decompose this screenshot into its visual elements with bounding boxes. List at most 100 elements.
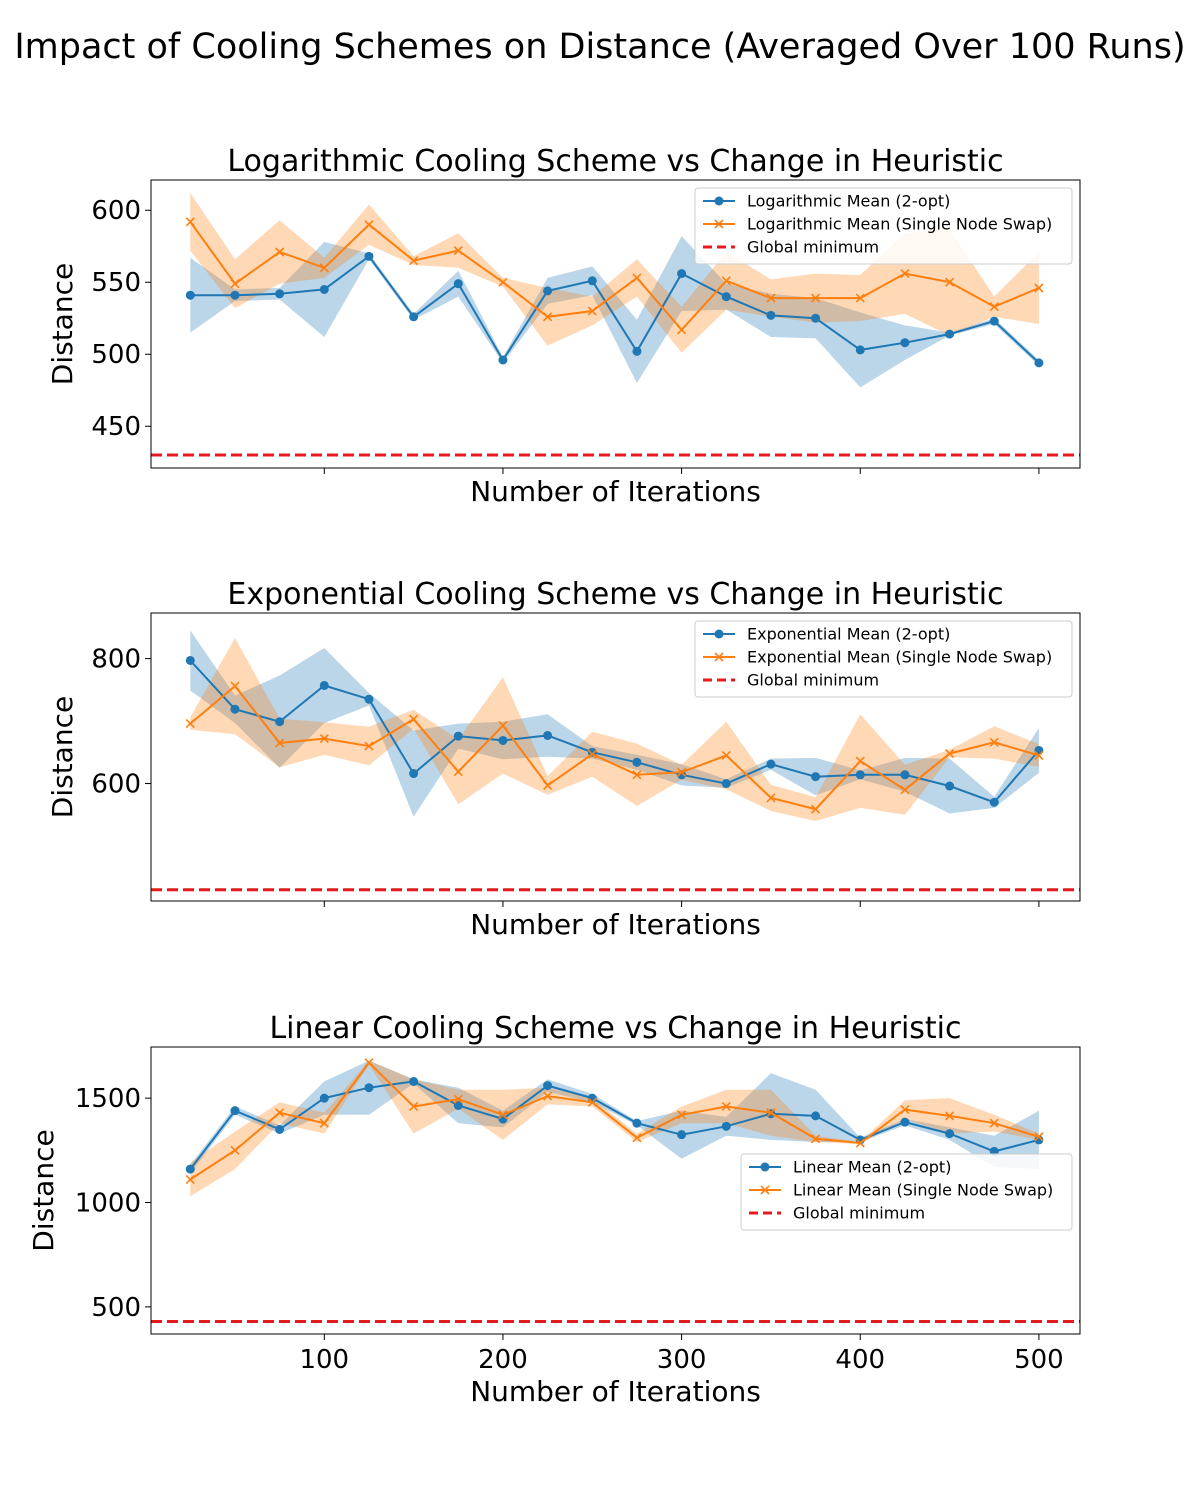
data-point (453, 1094, 463, 1104)
legend-label: Exponential Mean (2-opt) (747, 625, 950, 644)
data-point (409, 1101, 419, 1112)
data-point (989, 316, 999, 326)
legend: Logarithmic Mean (2-opt) Logarithmic Mean… (694, 187, 1073, 265)
legend-marker (760, 1162, 770, 1172)
data-point (811, 772, 821, 782)
data-point (945, 1111, 955, 1121)
data-point (498, 720, 508, 731)
data-point (275, 1108, 285, 1118)
data-point (677, 1130, 687, 1140)
series-band-1 (190, 1060, 1039, 1174)
legend-marker (714, 652, 724, 662)
data-point (811, 293, 821, 303)
data-point (945, 748, 955, 759)
legend-item: Exponential Mean (2-opt) (703, 625, 950, 644)
axes-frame (150, 179, 1081, 469)
data-point (364, 694, 374, 704)
data-point (498, 277, 508, 287)
data-point (364, 1083, 374, 1093)
data-point (632, 770, 642, 780)
data-point (409, 312, 419, 322)
data-point (632, 1118, 642, 1128)
data-point (543, 780, 553, 790)
y-tick-label: 450 (91, 412, 141, 442)
data-point (185, 1174, 195, 1185)
series-line-1 (190, 254, 1040, 364)
legend-label: Global minimum (793, 1204, 925, 1223)
legend-frame (694, 620, 1073, 698)
data-point (811, 1111, 821, 1121)
legend-item: Global minimum (703, 238, 879, 257)
data-point (409, 714, 419, 724)
data-point (677, 325, 687, 335)
legend-item: Global minimum (703, 671, 879, 690)
x-tick-label: 300 (657, 1345, 707, 1375)
data-point (721, 276, 731, 286)
y-tick-label: 600 (91, 196, 141, 226)
data-point (855, 1138, 865, 1148)
data-point (766, 310, 776, 320)
data-point (721, 750, 731, 761)
data-point (721, 1121, 731, 1131)
x-tick-label: 200 (478, 1345, 528, 1375)
data-point (185, 719, 195, 729)
x-tick-label: 400 (835, 1345, 885, 1375)
legend: Exponential Mean (2-opt) Exponential Mean… (694, 620, 1073, 698)
data-point (543, 1091, 553, 1101)
data-point (543, 312, 553, 322)
data-point (855, 293, 865, 303)
data-point (632, 1133, 642, 1143)
axes-frame (150, 1046, 1081, 1335)
data-point (1034, 358, 1044, 368)
legend: Linear Mean (2-opt) Linear Mean (Single N… (740, 1153, 1073, 1231)
data-point (1034, 750, 1044, 761)
data-point (766, 1108, 776, 1118)
data-point (364, 1058, 374, 1068)
data-point (721, 292, 731, 302)
series-line-2 (189, 684, 1040, 811)
data-point (811, 1134, 821, 1144)
series-line-1 (189, 1080, 1040, 1170)
data-point (855, 770, 865, 780)
data-point (230, 279, 240, 289)
x-tick-label: 500 (1014, 1345, 1064, 1375)
data-point (364, 220, 374, 230)
data-point (319, 263, 329, 273)
data-point (811, 313, 821, 323)
y-tick-label: 1000 (75, 1189, 141, 1219)
data-point (677, 767, 687, 777)
data-point (811, 804, 821, 814)
legend-label: Exponential Mean (Single Node Swap) (747, 648, 1052, 667)
chart-title: Logarithmic Cooling Scheme vs Change in … (227, 144, 1003, 179)
y-axis-label: Distance (27, 1129, 60, 1251)
data-point (409, 1076, 419, 1086)
x-tick-label: 100 (299, 1345, 349, 1375)
data-point (945, 329, 955, 339)
figure-suptitle: Impact of Cooling Schemes on Distance (A… (14, 27, 1185, 67)
y-axis-label: Distance (46, 263, 79, 385)
x-axis-label: Number of Iterations (470, 1375, 761, 1408)
data-point (230, 704, 240, 714)
legend-marker (714, 219, 724, 229)
data-point (319, 680, 329, 690)
data-point (498, 1110, 508, 1120)
data-point (319, 1118, 329, 1128)
data-point (989, 302, 999, 312)
data-point (766, 793, 776, 803)
legend-item: Linear Mean (Single Node Swap) (749, 1181, 1053, 1200)
data-point (721, 1101, 731, 1112)
series-line-2 (189, 221, 1040, 332)
axes-frame (150, 612, 1081, 902)
data-point (989, 737, 999, 747)
chart-title: Exponential Cooling Scheme vs Change in … (227, 577, 1003, 612)
x-axis-label: Number of Iterations (470, 475, 761, 508)
data-point (543, 730, 553, 740)
legend-label: Global minimum (747, 671, 879, 690)
data-point (587, 1097, 597, 1107)
legend-marker (760, 1185, 770, 1195)
panels: Logarithmic Cooling Scheme vs Change in … (27, 144, 1081, 1408)
data-point (945, 277, 955, 287)
data-point (900, 338, 910, 348)
data-point (275, 1124, 285, 1134)
data-point (319, 284, 329, 294)
